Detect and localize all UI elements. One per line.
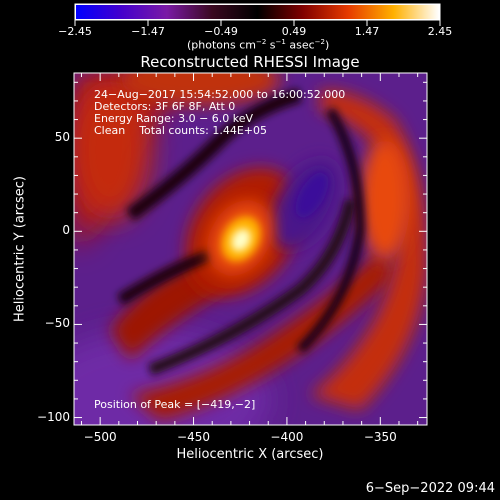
y-tick-label: 0 [62,223,70,238]
colorbar-unit-exponent: −2 [314,38,325,46]
colorbar-unit-part: (photons cm [187,38,256,52]
heatmap-image [74,73,427,425]
colorbar-unit-part: ) [325,38,330,52]
colorbar-unit-part: asec [285,38,315,52]
x-axis-label: Heliocentric X (arcsec) [176,447,324,462]
y-tick-label: −50 [44,316,70,331]
x-tick-label: −500 [83,430,117,444]
colorbar-unit-exponent: −2 [255,38,267,46]
annotation-clean-counts: Clean Total counts: 1.44E+05 [94,124,268,137]
y-tick-label: 50 [54,130,70,145]
x-tick-label: −400 [270,430,304,444]
colorbar-tick-label: −0.49 [204,25,238,38]
footer-timestamp: 6−Sep−2022 09:44 [365,481,495,496]
colorbar-tick-label: 0.49 [281,25,307,38]
colorbar-tick-label: 2.45 [427,25,453,38]
peak-position-label: Position of Peak = [−419,−2] [94,398,256,411]
colorbar-tick-label: −1.47 [131,25,165,38]
y-axis-label: Heliocentric Y (arcsec) [12,176,28,322]
x-tick-label: −350 [363,430,397,444]
colorbar-tick-label: 1.47 [354,25,380,38]
colorbar [75,4,440,20]
annotation-energy-range: Energy Range: 3.0 − 6.0 keV [94,112,254,125]
axis-ticks [74,73,427,425]
colorbar-unit-exponent: −1 [275,38,286,46]
plot-frame [73,72,428,426]
colorbar-ticks [74,20,441,26]
colorbar-unit: (photons cm−2 s−1 asec−2) [187,38,329,52]
annotation-time-range: 24−Aug−2017 15:54:52.000 to 16:00:52.000 [94,88,346,101]
colorbar-tick-label: −2.45 [58,25,92,38]
x-tick-label: −450 [177,430,211,444]
annotation-detectors: Detectors: 3F 6F 8F, Att 0 [94,100,236,113]
chart-title: Reconstructed RHESSI Image [140,53,360,71]
y-tick-label: −100 [37,409,70,424]
colorbar-unit-part: s [266,38,276,52]
